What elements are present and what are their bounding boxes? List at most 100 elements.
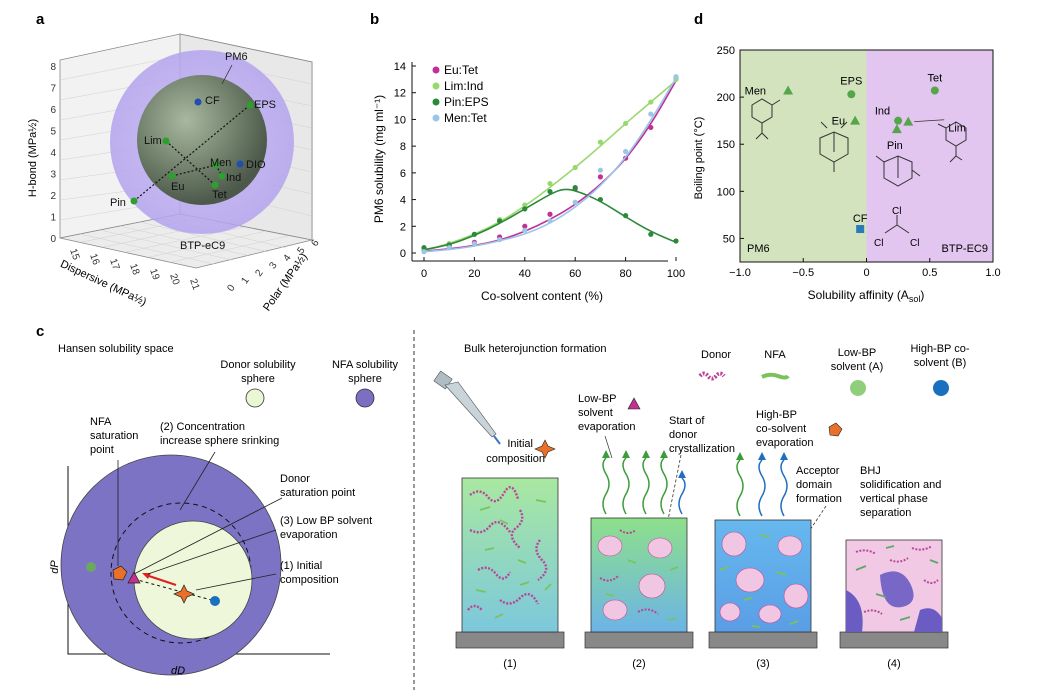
y-tick-label: 5 <box>295 245 307 256</box>
y-tick-label: 2 <box>253 267 265 278</box>
x-tick-label: 15 <box>67 247 81 262</box>
point-tet <box>930 86 939 95</box>
nfa-icon <box>761 372 790 380</box>
data-point <box>648 124 654 131</box>
y-tick-label: 1 <box>239 275 251 286</box>
donor-sat-triangle <box>127 571 141 584</box>
panel-label-c: c <box>36 323 44 340</box>
axis-dd: dD <box>171 665 185 677</box>
start-donor-l3: crystallization <box>669 443 735 455</box>
label-eu: Eu <box>171 181 184 193</box>
nfa-sphere-l2: sphere <box>348 373 382 385</box>
high-bp-dot <box>210 596 220 606</box>
label-dio: DIO <box>246 159 266 171</box>
highbp-evap-l2: co-solvent <box>756 423 806 435</box>
z-tick-label: 3 <box>50 170 56 181</box>
lowbp-l1: (3) Low BP solvent <box>280 515 372 527</box>
highbp-evap-l3: evaporation <box>756 437 814 449</box>
data-point <box>497 237 503 243</box>
data-point <box>623 120 629 127</box>
z-tick-label: 0 <box>50 234 56 245</box>
chloroform-molecule <box>884 215 910 234</box>
b-xlabel: Co-solvent content (%) <box>481 289 603 303</box>
point-dio <box>236 160 244 168</box>
x-tick-label: 20 <box>468 268 480 280</box>
substrate-3 <box>708 631 818 649</box>
lowbp-icon <box>850 380 866 396</box>
acceptor-l3: formation <box>796 493 842 505</box>
legend-marker <box>432 82 440 90</box>
point-men <box>783 85 794 95</box>
conc-l2: increase sphere srinking <box>160 435 279 447</box>
d-xlabel: Solubility affinity (Asol) <box>808 288 925 304</box>
legend-highbp-l1: High-BP co- <box>910 343 969 355</box>
donor-sat-l1: Donor <box>280 473 310 485</box>
x-tick-label: 20 <box>167 272 181 287</box>
x-tick-label: 80 <box>619 268 631 280</box>
bhj-title: Bulk heterojunction formation <box>464 343 606 355</box>
legend-marker <box>432 114 440 122</box>
lowbp-evap-l2: solvent <box>578 407 613 419</box>
donor-sat-l2: saturation point <box>280 487 355 499</box>
data-point <box>547 180 553 187</box>
donor-sphere <box>133 520 253 640</box>
data-point <box>471 241 477 247</box>
point-label: Pin <box>887 140 903 152</box>
point-eps <box>847 90 856 99</box>
substrate-2 <box>584 631 694 649</box>
z-tick-label: 7 <box>50 84 56 95</box>
start-donor-l2: donor <box>669 429 697 441</box>
data-point <box>522 206 528 212</box>
legend-marker <box>432 66 440 74</box>
nfa-sat-l3: point <box>90 444 114 456</box>
x-tick-label: 18 <box>127 262 141 277</box>
data-point <box>471 231 477 237</box>
y-tick-label: 10 <box>394 114 406 126</box>
donor-sphere-l1: Donor solubility <box>220 359 296 371</box>
point-eu <box>168 172 176 180</box>
data-point <box>648 99 654 105</box>
panel-a: a <box>27 11 322 314</box>
data-point <box>497 218 503 224</box>
data-point <box>623 148 629 155</box>
x-tick-label: 0 <box>863 267 869 279</box>
point-label: EPS <box>840 75 862 87</box>
nfa-sphere-icon <box>355 388 375 408</box>
initial-star <box>173 584 195 604</box>
evap-arrows-2 <box>602 457 686 515</box>
x-tick-label: 60 <box>569 268 581 280</box>
fit-line-2 <box>423 188 677 251</box>
legend-lowbp-l2: solvent (A) <box>831 361 884 373</box>
point-label: Ind <box>875 106 890 118</box>
panel-c-bhj: Bulk heterojunction formation Donor NFA … <box>433 343 970 670</box>
d-ylabel: Boiling point (°C) <box>693 117 705 200</box>
label-ind: Ind <box>226 172 241 184</box>
legend-label: Pin:EPS <box>444 95 489 109</box>
point-ind <box>894 116 903 125</box>
data-point <box>547 211 553 217</box>
y-tick-label: 2 <box>400 221 406 233</box>
highbp-icon <box>933 380 949 396</box>
point-label: CF <box>853 213 868 225</box>
z-tick-label: 2 <box>50 191 56 202</box>
region-left-label: PM6 <box>747 243 770 255</box>
point-label: Eu <box>832 116 845 128</box>
point-ind <box>218 172 226 180</box>
nfa-sat-l1: NFA <box>90 416 112 428</box>
cl-label: Cl <box>874 238 883 249</box>
point-eps <box>246 101 254 109</box>
y-tick-label: 4 <box>400 195 406 207</box>
data-point <box>547 188 553 195</box>
y-tick-label: 50 <box>723 233 735 245</box>
substrate-1 <box>455 631 565 649</box>
affinity-chart: 50 100 150 200 250 −1.0 −0.5 0 0.5 1.0 PM6 BTP-EC9 M… <box>717 45 1001 279</box>
panel-b: b 0 2 4 6 8 10 12 14 0 20 40 60 80 100 Eu:Tet Lim:Ind Pi… <box>370 11 685 303</box>
z-tick-label: 1 <box>50 213 56 224</box>
point-pin <box>891 124 902 134</box>
data-point <box>673 238 679 244</box>
data-point <box>547 218 553 224</box>
donor-chain-icon <box>698 371 726 381</box>
x-tick-label: 17 <box>107 257 121 272</box>
data-point <box>572 199 578 205</box>
limonene-molecule <box>937 121 967 163</box>
